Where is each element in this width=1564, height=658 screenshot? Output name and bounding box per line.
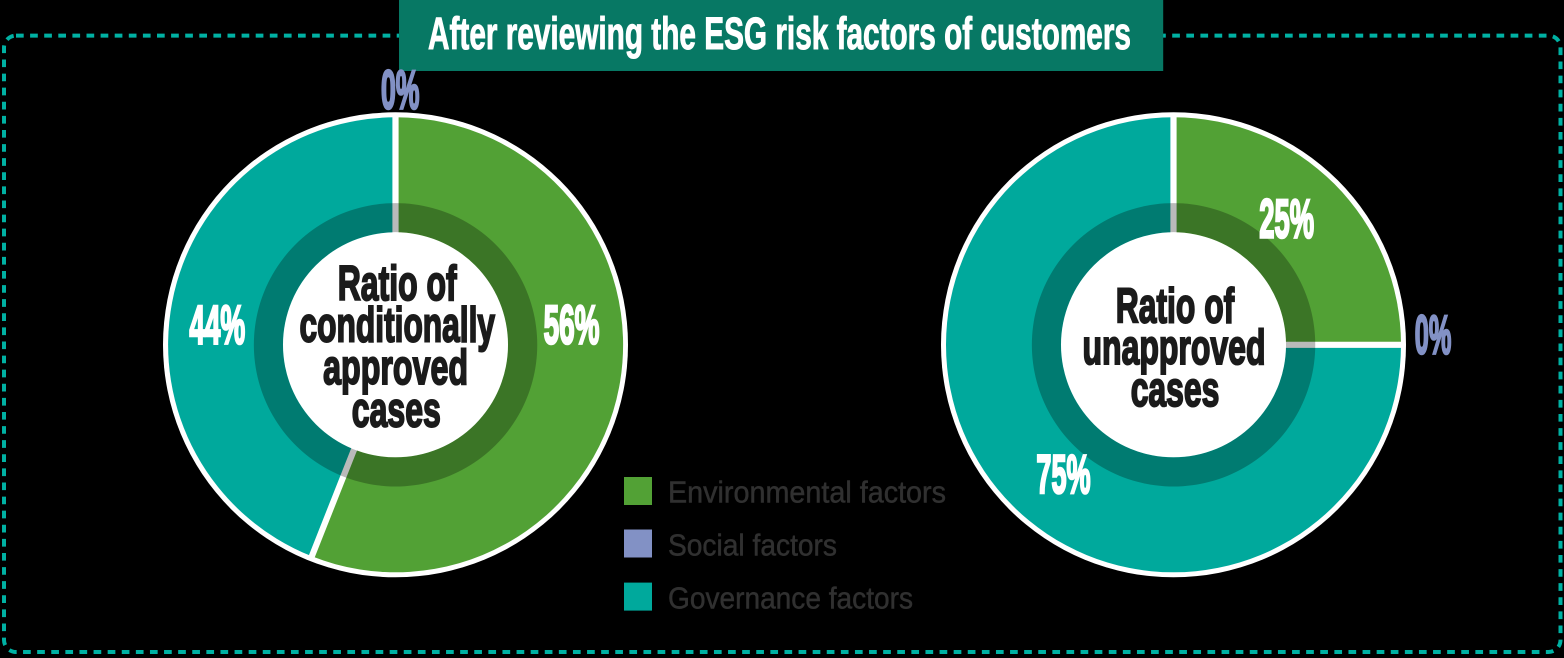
svg-text:75%: 75% — [1036, 444, 1090, 505]
svg-text:cases: cases — [1131, 363, 1220, 417]
svg-text:Environmental factors: Environmental factors — [668, 474, 946, 509]
svg-text:Social factors: Social factors — [668, 527, 837, 562]
svg-text:Governance factors: Governance factors — [668, 580, 913, 615]
svg-text:approved: approved — [323, 341, 468, 395]
svg-text:cases: cases — [352, 383, 441, 437]
svg-text:unapproved: unapproved — [1083, 321, 1266, 375]
svg-text:44%: 44% — [189, 295, 245, 356]
svg-text:Ratio of: Ratio of — [1116, 279, 1235, 333]
svg-text:56%: 56% — [544, 295, 600, 356]
svg-text:0%: 0% — [1415, 304, 1452, 365]
svg-text:conditionally: conditionally — [300, 299, 496, 353]
svg-text:Ratio of: Ratio of — [338, 257, 457, 311]
svg-text:0%: 0% — [381, 60, 420, 121]
svg-text:25%: 25% — [1259, 189, 1314, 250]
svg-text:After reviewing the ESG risk f: After reviewing the ESG risk factors of … — [428, 8, 1131, 59]
